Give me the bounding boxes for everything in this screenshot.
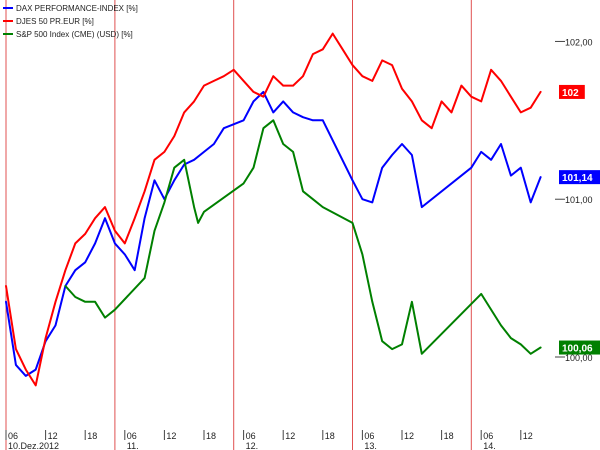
x-tick-label-13: 12 (523, 431, 533, 441)
y-tick-label-0: 102,00 (565, 37, 593, 47)
x-tick-label-1: 12 (48, 431, 58, 441)
x-date-label-6: 12. (246, 441, 259, 450)
x-date-label-9: 13. (364, 441, 377, 450)
series-lines (5, 32, 542, 387)
day-separators (5, 0, 472, 450)
last-value-badge-0 (559, 170, 600, 185)
x-tick-label-3: 06 (127, 431, 137, 441)
x-tick-label-8: 18 (325, 431, 335, 441)
series-line-1 (5, 32, 542, 387)
x-tick-label-12: 06 (483, 431, 493, 441)
legend-label-0: DAX PERFORMANCE-INDEX [%] (16, 4, 138, 13)
y-axis: 102,00 101,00 100,00 (555, 37, 593, 363)
legend: DAX PERFORMANCE-INDEX [%] DJES 50 PR.EUR … (3, 4, 138, 39)
x-date-label-0: 10.Dez.2012 (8, 441, 59, 450)
last-value-badge-2 (559, 340, 600, 355)
x-tick-label-2: 18 (87, 431, 97, 441)
x-date-label-3: 11. (127, 441, 139, 450)
y-tick-label-1: 101,00 (565, 195, 593, 205)
last-value-label-1: 102 (562, 88, 579, 99)
last-value-badges: 101,14 102 100,06 (559, 84, 600, 355)
y-tick-label-2: 100,00 (565, 353, 593, 363)
x-tick-label-6: 06 (246, 431, 256, 441)
x-date-label-12: 14. (483, 441, 496, 450)
x-tick-label-11: 18 (444, 431, 454, 441)
series-line-2 (64, 119, 542, 355)
x-tick-label-5: 18 (206, 431, 216, 441)
last-value-badge-1 (559, 84, 585, 99)
last-value-label-0: 101,14 (562, 173, 593, 184)
series-line-0 (5, 90, 542, 377)
legend-label-2: S&P 500 Index (CME) (USD) [%] (16, 30, 133, 39)
last-value-label-2: 100,06 (562, 344, 593, 355)
x-tick-label-4: 12 (166, 431, 176, 441)
legend-label-1: DJES 50 PR.EUR [%] (16, 17, 94, 26)
x-tick-label-7: 12 (285, 431, 295, 441)
x-tick-label-9: 06 (364, 431, 374, 441)
x-tick-label-10: 12 (404, 431, 414, 441)
x-tick-label-0: 06 (8, 431, 18, 441)
